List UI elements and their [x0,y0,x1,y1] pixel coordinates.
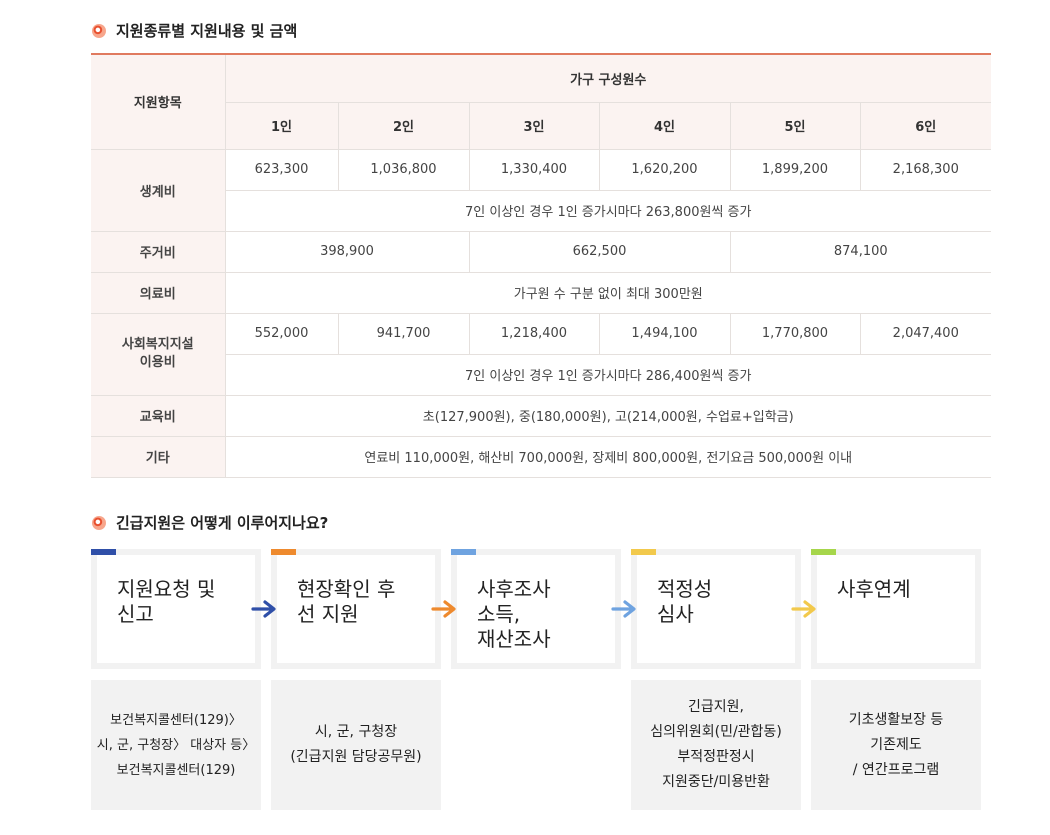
step-line: 소득, [477,602,521,626]
header-col-4: 4인 [598,101,731,150]
support-table: 지원항목 가구 구성원수 1인 2인 3인 4인 5인 6인 생계비 623,3… [91,53,992,478]
row-medical-label: 의료비 [91,271,226,314]
row-living-label: 생계비 [91,148,226,232]
medical-note: 가구원 수 구분 없이 최대 300만원 [224,271,992,314]
desc-line: 기존제도 [870,736,922,753]
housing-value-1: 398,900 [224,230,470,273]
header-col-2: 2인 [337,101,470,150]
step-color-bar [811,549,836,555]
bullet-circle-icon [92,23,106,38]
step-line: 심사 [657,602,694,626]
step-color-bar [451,549,476,555]
living-note: 7인 이상인 경우 1인 증가시마다 263,800원씩 증가 [224,189,992,232]
desc-line: / 연간프로그램 [852,761,940,778]
welfare-label-line2: 이용비 [139,355,176,370]
header-col-6: 6인 [859,101,992,150]
desc-line: 심의위원회(민/관합동) [650,724,782,740]
step-color-bar [631,549,656,555]
step-title: 현장확인 후 선 지원 [297,577,435,627]
flow-step-adequacy-review: 적정성 심사 [631,549,801,669]
desc-line: 긴급지원, [688,699,744,715]
arrow-right-icon [791,600,816,618]
step-line: 선 지원 [297,602,359,626]
step-color-bar [271,549,296,555]
desc-line: 시, 군, 구청장〉 대상자 등〉 [96,737,256,753]
flow-step-post-investigation: 사후조사 소득, 재산조사 [451,549,621,669]
step-line: 사후조사 [477,577,551,601]
desc-line: (긴급지원 담당공무원) [290,749,422,765]
section-title-process: 긴급지원은 어떻게 이루어지나요? [92,512,328,533]
arrow-right-icon [431,600,456,618]
flow-desc-follow-up: 기초생활보장 등 기존제도 / 연간프로그램 [811,680,981,810]
desc-line: 기초생활보장 등 [848,711,944,728]
arrow-right-icon [611,600,636,618]
housing-value-3: 874,100 [729,230,992,273]
row-education-label: 교육비 [91,394,226,437]
header-col-3: 3인 [468,101,600,150]
flow-step-request: 지원요청 및 신고 [91,549,261,669]
welfare-value-3: 1,218,400 [468,312,600,355]
bullet-circle-icon [92,515,106,530]
flow-step-follow-up: 사후연계 [811,549,981,669]
row-housing-label: 주거비 [91,230,226,273]
living-value-3: 1,330,400 [468,148,600,191]
etc-note: 연료비 110,000원, 해산비 700,000원, 장제비 800,000원… [224,435,992,478]
flow-desc-onsite-check: 시, 군, 구청장 (긴급지원 담당공무원) [271,680,441,810]
housing-value-2: 662,500 [468,230,731,273]
header-item: 지원항목 [91,53,226,150]
welfare-value-4: 1,494,100 [598,312,731,355]
living-value-5: 1,899,200 [729,148,861,191]
section-title-support-types: 지원종류별 지원내용 및 금액 [92,20,297,41]
section-title-text: 긴급지원은 어떻게 이루어지나요? [116,514,329,532]
step-line: 지원요청 및 [117,577,216,601]
arrow-right-icon [251,600,276,618]
step-line: 사후연계 [837,577,911,601]
step-title: 사후조사 소득, 재산조사 [477,577,615,652]
step-title: 사후연계 [837,577,975,602]
step-line: 재산조사 [477,627,551,651]
step-line: 적정성 [657,577,713,601]
flow-desc-request: 보건복지콜센터(129)〉 시, 군, 구청장〉 대상자 등〉 보건복지콜센터(… [91,680,261,810]
flow-step-onsite-check: 현장확인 후 선 지원 [271,549,441,669]
education-note: 초(127,900원), 중(180,000원), 고(214,000원, 수업… [224,394,992,437]
living-value-1: 623,300 [224,148,339,191]
welfare-value-6: 2,047,400 [859,312,992,355]
desc-line: 보건복지콜센터(129)〉 [110,712,242,728]
welfare-value-5: 1,770,800 [729,312,861,355]
desc-line: 지원중단/미용반환 [662,774,770,790]
flow-desc-adequacy-review: 긴급지원, 심의위원회(민/관합동) 부적정판정시 지원중단/미용반환 [631,680,801,810]
desc-line: 부적정판정시 [677,749,755,765]
step-line: 현장확인 후 [297,577,396,601]
welfare-value-1: 552,000 [224,312,339,355]
welfare-value-2: 941,700 [337,312,470,355]
header-col-1: 1인 [225,101,339,150]
welfare-label-line1: 사회복지지설 [121,337,194,352]
living-value-4: 1,620,200 [598,148,731,191]
living-value-2: 1,036,800 [337,148,470,191]
step-color-bar [91,549,116,555]
row-etc-label: 기타 [91,435,226,478]
desc-line: 시, 군, 구청장 [314,724,398,740]
desc-line: 보건복지콜센터(129) [116,762,236,778]
living-value-6: 2,168,300 [859,148,992,191]
header-col-5: 5인 [729,101,861,150]
header-household: 가구 구성원수 [224,53,992,103]
row-welfare-label: 사회복지지설 이용비 [91,312,226,396]
step-line: 신고 [117,602,154,626]
welfare-note: 7인 이상인 경우 1인 증가시마다 286,400원씩 증가 [224,353,992,396]
step-title: 지원요청 및 신고 [117,577,255,627]
section-title-text: 지원종류별 지원내용 및 금액 [116,22,298,40]
step-title: 적정성 심사 [657,577,795,627]
